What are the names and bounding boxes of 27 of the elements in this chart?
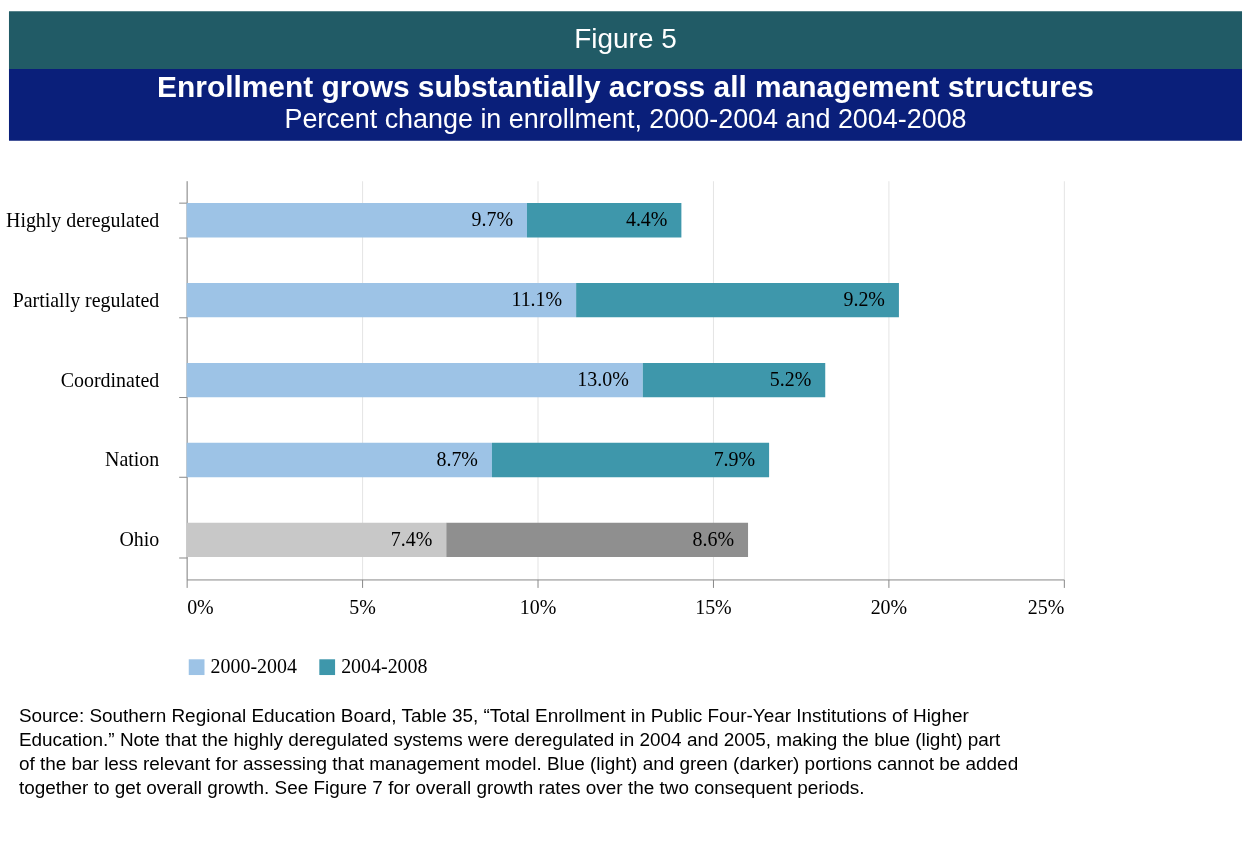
data-label: 11.1% [511, 288, 563, 311]
chart-title: Enrollment grows substantially across all management structures [157, 69, 1094, 103]
chart-subtitle: Percent change in enrollment, 2000-2004 and 2004-2008 [284, 103, 967, 134]
data-label: 9.2% [843, 288, 885, 311]
data-label: 8.6% [692, 527, 735, 550]
source-note: Source: Southern Regional Education Board, Table 35, “Total Enrollment in Public Four-Year Institutions of Higher Education.” Note that the highly deregulated systems were deregulated in 2004 and 2005, making the blue (light) part of the bar less relevant for assessing that management model. Blue (light) and green (darker) portions cannot be added together to get overall growth. See Figure 7 for overall growth rates over the two consequent periods. [18, 704, 1019, 798]
x-tick-label: 25% [1027, 595, 1065, 618]
y-tick-label: Nation [105, 448, 160, 471]
y-tick-label: Partially regulated [12, 288, 160, 312]
data-label: 9.7% [471, 208, 514, 231]
data-label: 5.2% [769, 368, 812, 391]
y-tick-label: Ohio [119, 528, 160, 551]
data-label: 7.9% [713, 447, 756, 470]
y-tick-label: Highly deregulated [5, 208, 160, 232]
x-tick-label: 15% [695, 595, 732, 618]
x-tick-label: 5% [349, 595, 376, 618]
data-label: 13.0% [577, 368, 629, 391]
data-label: 8.7% [436, 447, 478, 470]
y-tick-label: Coordinated [60, 368, 160, 391]
x-tick-label: 10% [519, 595, 557, 618]
x-tick-label: 0% [187, 595, 214, 618]
x-tick-label: 20% [870, 595, 908, 618]
data-label: 7.4% [390, 527, 433, 550]
legend-label: 2000-2004 [210, 655, 297, 678]
caption: Figure 5 [574, 23, 677, 55]
data-label: 4.4% [625, 208, 668, 231]
legend-label: 2004-2008 [341, 655, 428, 678]
